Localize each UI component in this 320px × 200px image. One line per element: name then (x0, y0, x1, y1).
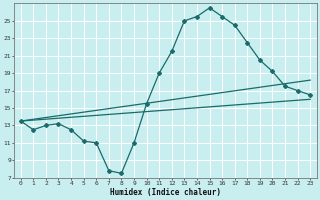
X-axis label: Humidex (Indice chaleur): Humidex (Indice chaleur) (110, 188, 221, 197)
